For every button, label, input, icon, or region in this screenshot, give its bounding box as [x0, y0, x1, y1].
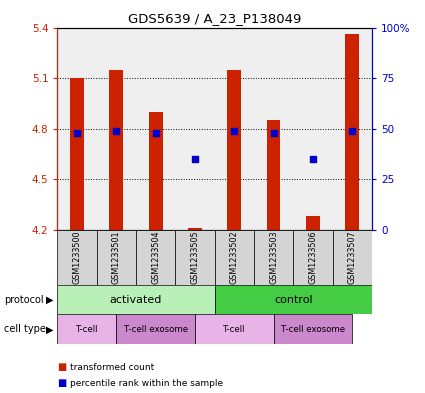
- Bar: [110, 70, 123, 230]
- Bar: [227, 70, 241, 230]
- Text: GSM1233504: GSM1233504: [151, 231, 160, 284]
- Text: GSM1233502: GSM1233502: [230, 231, 239, 284]
- Point: [74, 130, 80, 136]
- Text: GSM1233500: GSM1233500: [73, 231, 82, 284]
- Bar: [346, 34, 359, 230]
- Text: transformed count: transformed count: [70, 363, 154, 372]
- Text: T-cell exosome: T-cell exosome: [124, 325, 188, 334]
- Bar: [293, 230, 332, 285]
- Text: GSM1233505: GSM1233505: [190, 231, 199, 284]
- Point: [231, 128, 238, 134]
- Bar: [116, 314, 195, 344]
- Bar: [215, 230, 254, 285]
- Text: ▶: ▶: [46, 324, 54, 334]
- Text: T-cell exosome: T-cell exosome: [281, 325, 345, 334]
- Bar: [254, 230, 293, 285]
- Text: T-cell: T-cell: [223, 325, 246, 334]
- Title: GDS5639 / A_23_P138049: GDS5639 / A_23_P138049: [128, 12, 301, 25]
- Text: ■: ■: [57, 378, 67, 388]
- Point: [309, 156, 316, 162]
- Text: GSM1233506: GSM1233506: [309, 231, 317, 284]
- Bar: [332, 230, 372, 285]
- Text: protocol: protocol: [4, 295, 44, 305]
- Point: [270, 130, 277, 136]
- Bar: [149, 112, 162, 230]
- Bar: [57, 230, 96, 285]
- Point: [349, 128, 356, 134]
- Bar: [215, 285, 372, 314]
- Bar: [136, 230, 175, 285]
- Text: control: control: [274, 295, 312, 305]
- Text: ▶: ▶: [46, 295, 54, 305]
- Bar: [175, 230, 215, 285]
- Text: T-cell: T-cell: [76, 325, 98, 334]
- Point: [192, 156, 198, 162]
- Bar: [57, 285, 215, 314]
- Point: [152, 130, 159, 136]
- Bar: [70, 78, 84, 230]
- Bar: [188, 228, 202, 230]
- Bar: [57, 314, 116, 344]
- Bar: [195, 314, 274, 344]
- Text: ■: ■: [57, 362, 67, 373]
- Text: GSM1233507: GSM1233507: [348, 231, 357, 284]
- Text: percentile rank within the sample: percentile rank within the sample: [70, 379, 223, 387]
- Text: GSM1233503: GSM1233503: [269, 231, 278, 284]
- Bar: [267, 120, 280, 230]
- Bar: [274, 314, 352, 344]
- Bar: [96, 230, 136, 285]
- Point: [113, 128, 120, 134]
- Text: GSM1233501: GSM1233501: [112, 231, 121, 284]
- Text: activated: activated: [110, 295, 162, 305]
- Bar: [306, 217, 320, 230]
- Text: cell type: cell type: [4, 324, 46, 334]
